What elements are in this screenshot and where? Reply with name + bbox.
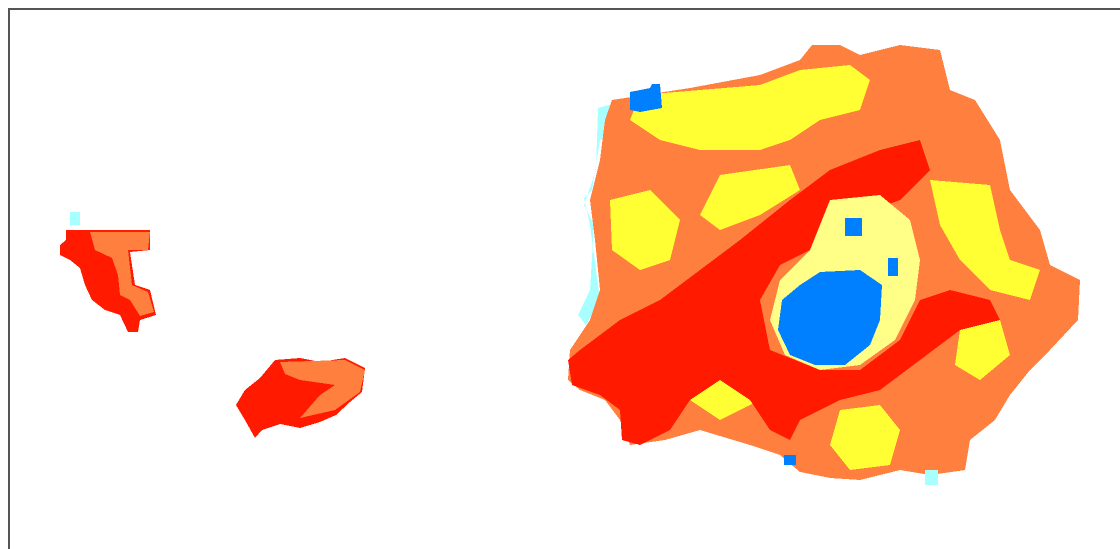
page: (() => { const data = JSON.parse(documen…	[0, 0, 1120, 549]
water-cell	[845, 218, 862, 236]
cyan-cell	[70, 212, 80, 225]
water-cell	[888, 258, 898, 276]
map-view	[0, 0, 1120, 549]
cyan-cell	[925, 470, 938, 485]
water-cell	[784, 455, 796, 465]
